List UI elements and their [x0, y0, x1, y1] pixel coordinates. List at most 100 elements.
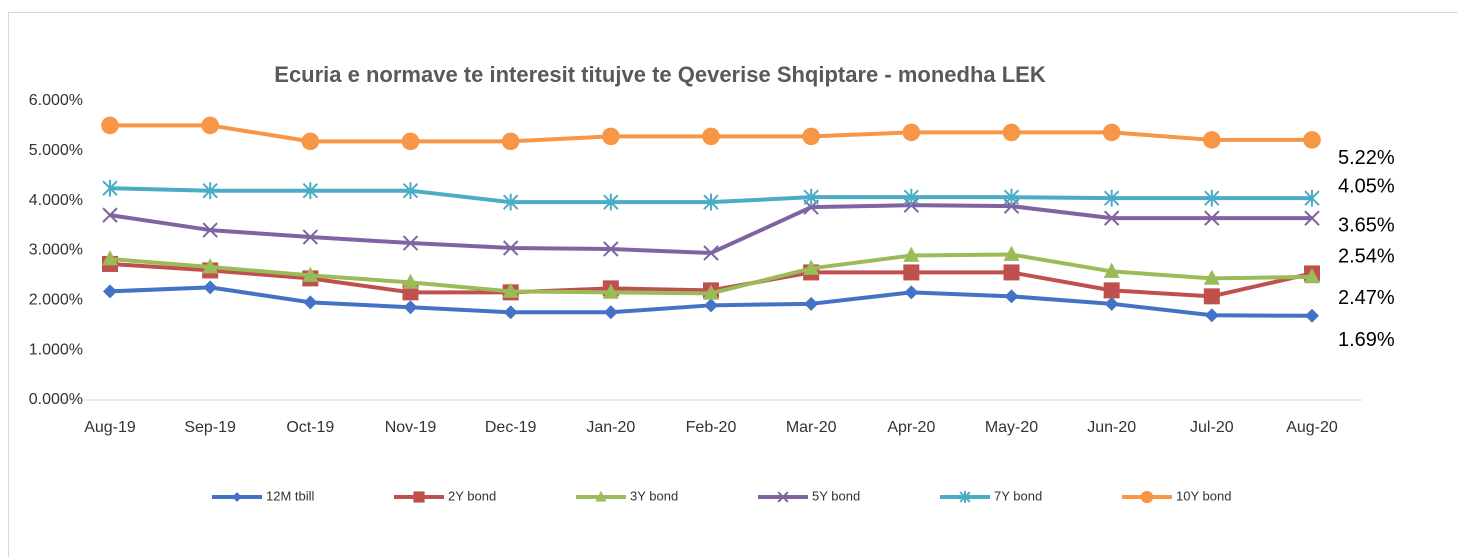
- marker: [1104, 296, 1119, 311]
- legend-label: 10Y bond: [1176, 488, 1231, 503]
- legend-label: 7Y bond: [994, 488, 1042, 503]
- marker: [1304, 189, 1320, 207]
- marker: [102, 179, 118, 197]
- marker: [1303, 131, 1321, 149]
- x-tick-label: Aug-19: [84, 419, 136, 436]
- y-tick-label: 3.000%: [29, 242, 83, 259]
- marker: [803, 259, 820, 275]
- value-label: 5.22%: [1338, 147, 1395, 169]
- x-tick-label: Oct-19: [286, 419, 334, 436]
- marker: [1304, 210, 1320, 226]
- marker: [804, 296, 819, 311]
- marker: [603, 241, 619, 257]
- legend-item: 10Y bond: [1122, 488, 1231, 503]
- marker: [904, 285, 919, 300]
- marker: [403, 300, 418, 315]
- marker: [1140, 490, 1154, 504]
- legend-label: 3Y bond: [630, 488, 678, 503]
- marker: [1002, 123, 1021, 142]
- marker: [102, 207, 118, 223]
- legend-item: 12M tbill: [212, 488, 315, 503]
- value-label: 3.65%: [1338, 214, 1395, 236]
- marker: [302, 266, 319, 282]
- marker: [1103, 210, 1120, 226]
- x-tick-label: Apr-20: [887, 419, 935, 436]
- marker: [703, 284, 719, 300]
- legend-label: 12M tbill: [266, 488, 315, 503]
- marker: [595, 490, 607, 502]
- marker: [802, 127, 820, 146]
- marker: [959, 491, 971, 503]
- legend-item: 3Y bond: [576, 488, 678, 503]
- marker: [1304, 268, 1320, 284]
- marker: [1102, 123, 1121, 142]
- marker: [402, 235, 419, 251]
- y-tick-label: 6.000%: [29, 92, 83, 109]
- legend-label: 5Y bond: [812, 488, 860, 503]
- marker: [1204, 210, 1220, 226]
- marker: [413, 491, 425, 503]
- legend-item: 7Y bond: [940, 488, 1042, 503]
- x-tick-label: Feb-20: [686, 419, 737, 436]
- marker: [602, 127, 620, 146]
- marker: [602, 283, 619, 299]
- marker: [301, 132, 320, 151]
- chart-title: Ecuria e normave te interesit titujve te…: [274, 62, 1046, 87]
- marker: [903, 188, 920, 206]
- marker: [202, 222, 218, 238]
- x-tick-label: Dec-19: [485, 419, 537, 436]
- marker: [501, 132, 520, 151]
- x-tick-label: May-20: [985, 419, 1038, 436]
- marker: [1203, 288, 1220, 305]
- marker: [1003, 264, 1020, 281]
- marker: [203, 280, 218, 295]
- marker: [502, 193, 519, 211]
- y-tick-label: 5.000%: [29, 142, 83, 159]
- marker: [302, 182, 319, 200]
- x-tick-label: Jan-20: [586, 419, 635, 436]
- marker: [704, 298, 718, 313]
- marker: [1103, 282, 1120, 299]
- marker: [603, 305, 618, 320]
- marker: [402, 182, 419, 200]
- marker: [903, 246, 920, 262]
- marker: [777, 491, 789, 503]
- marker: [1305, 308, 1319, 323]
- y-tick-label: 2.000%: [29, 292, 83, 309]
- marker: [101, 116, 119, 135]
- x-tick-label: Jul-20: [1190, 419, 1234, 436]
- marker: [1203, 269, 1220, 285]
- marker: [803, 188, 819, 206]
- marker: [1103, 262, 1120, 278]
- marker: [103, 284, 117, 299]
- marker: [1103, 189, 1120, 207]
- marker: [1204, 308, 1219, 323]
- marker: [503, 305, 518, 320]
- marker: [1203, 131, 1221, 149]
- value-label: 1.69%: [1338, 329, 1395, 351]
- value-label: 2.54%: [1338, 246, 1395, 268]
- marker: [903, 264, 920, 281]
- marker: [603, 193, 619, 211]
- marker: [303, 295, 318, 310]
- x-tick-label: Mar-20: [786, 419, 837, 436]
- marker: [302, 229, 319, 245]
- marker: [1204, 189, 1220, 207]
- marker: [401, 132, 420, 151]
- marker: [502, 240, 519, 256]
- marker: [902, 123, 921, 142]
- marker: [202, 182, 218, 200]
- legend-label: 2Y bond: [448, 488, 496, 503]
- marker: [1004, 289, 1019, 304]
- marker: [1003, 245, 1020, 261]
- marker: [201, 116, 219, 135]
- marker: [102, 250, 118, 266]
- legend-item: 5Y bond: [758, 488, 860, 503]
- value-label: 2.47%: [1338, 287, 1395, 309]
- marker: [1003, 188, 1020, 206]
- marker: [703, 193, 719, 211]
- y-tick-label: 0.000%: [29, 391, 83, 408]
- x-tick-label: Jun-20: [1087, 419, 1136, 436]
- marker: [232, 492, 242, 502]
